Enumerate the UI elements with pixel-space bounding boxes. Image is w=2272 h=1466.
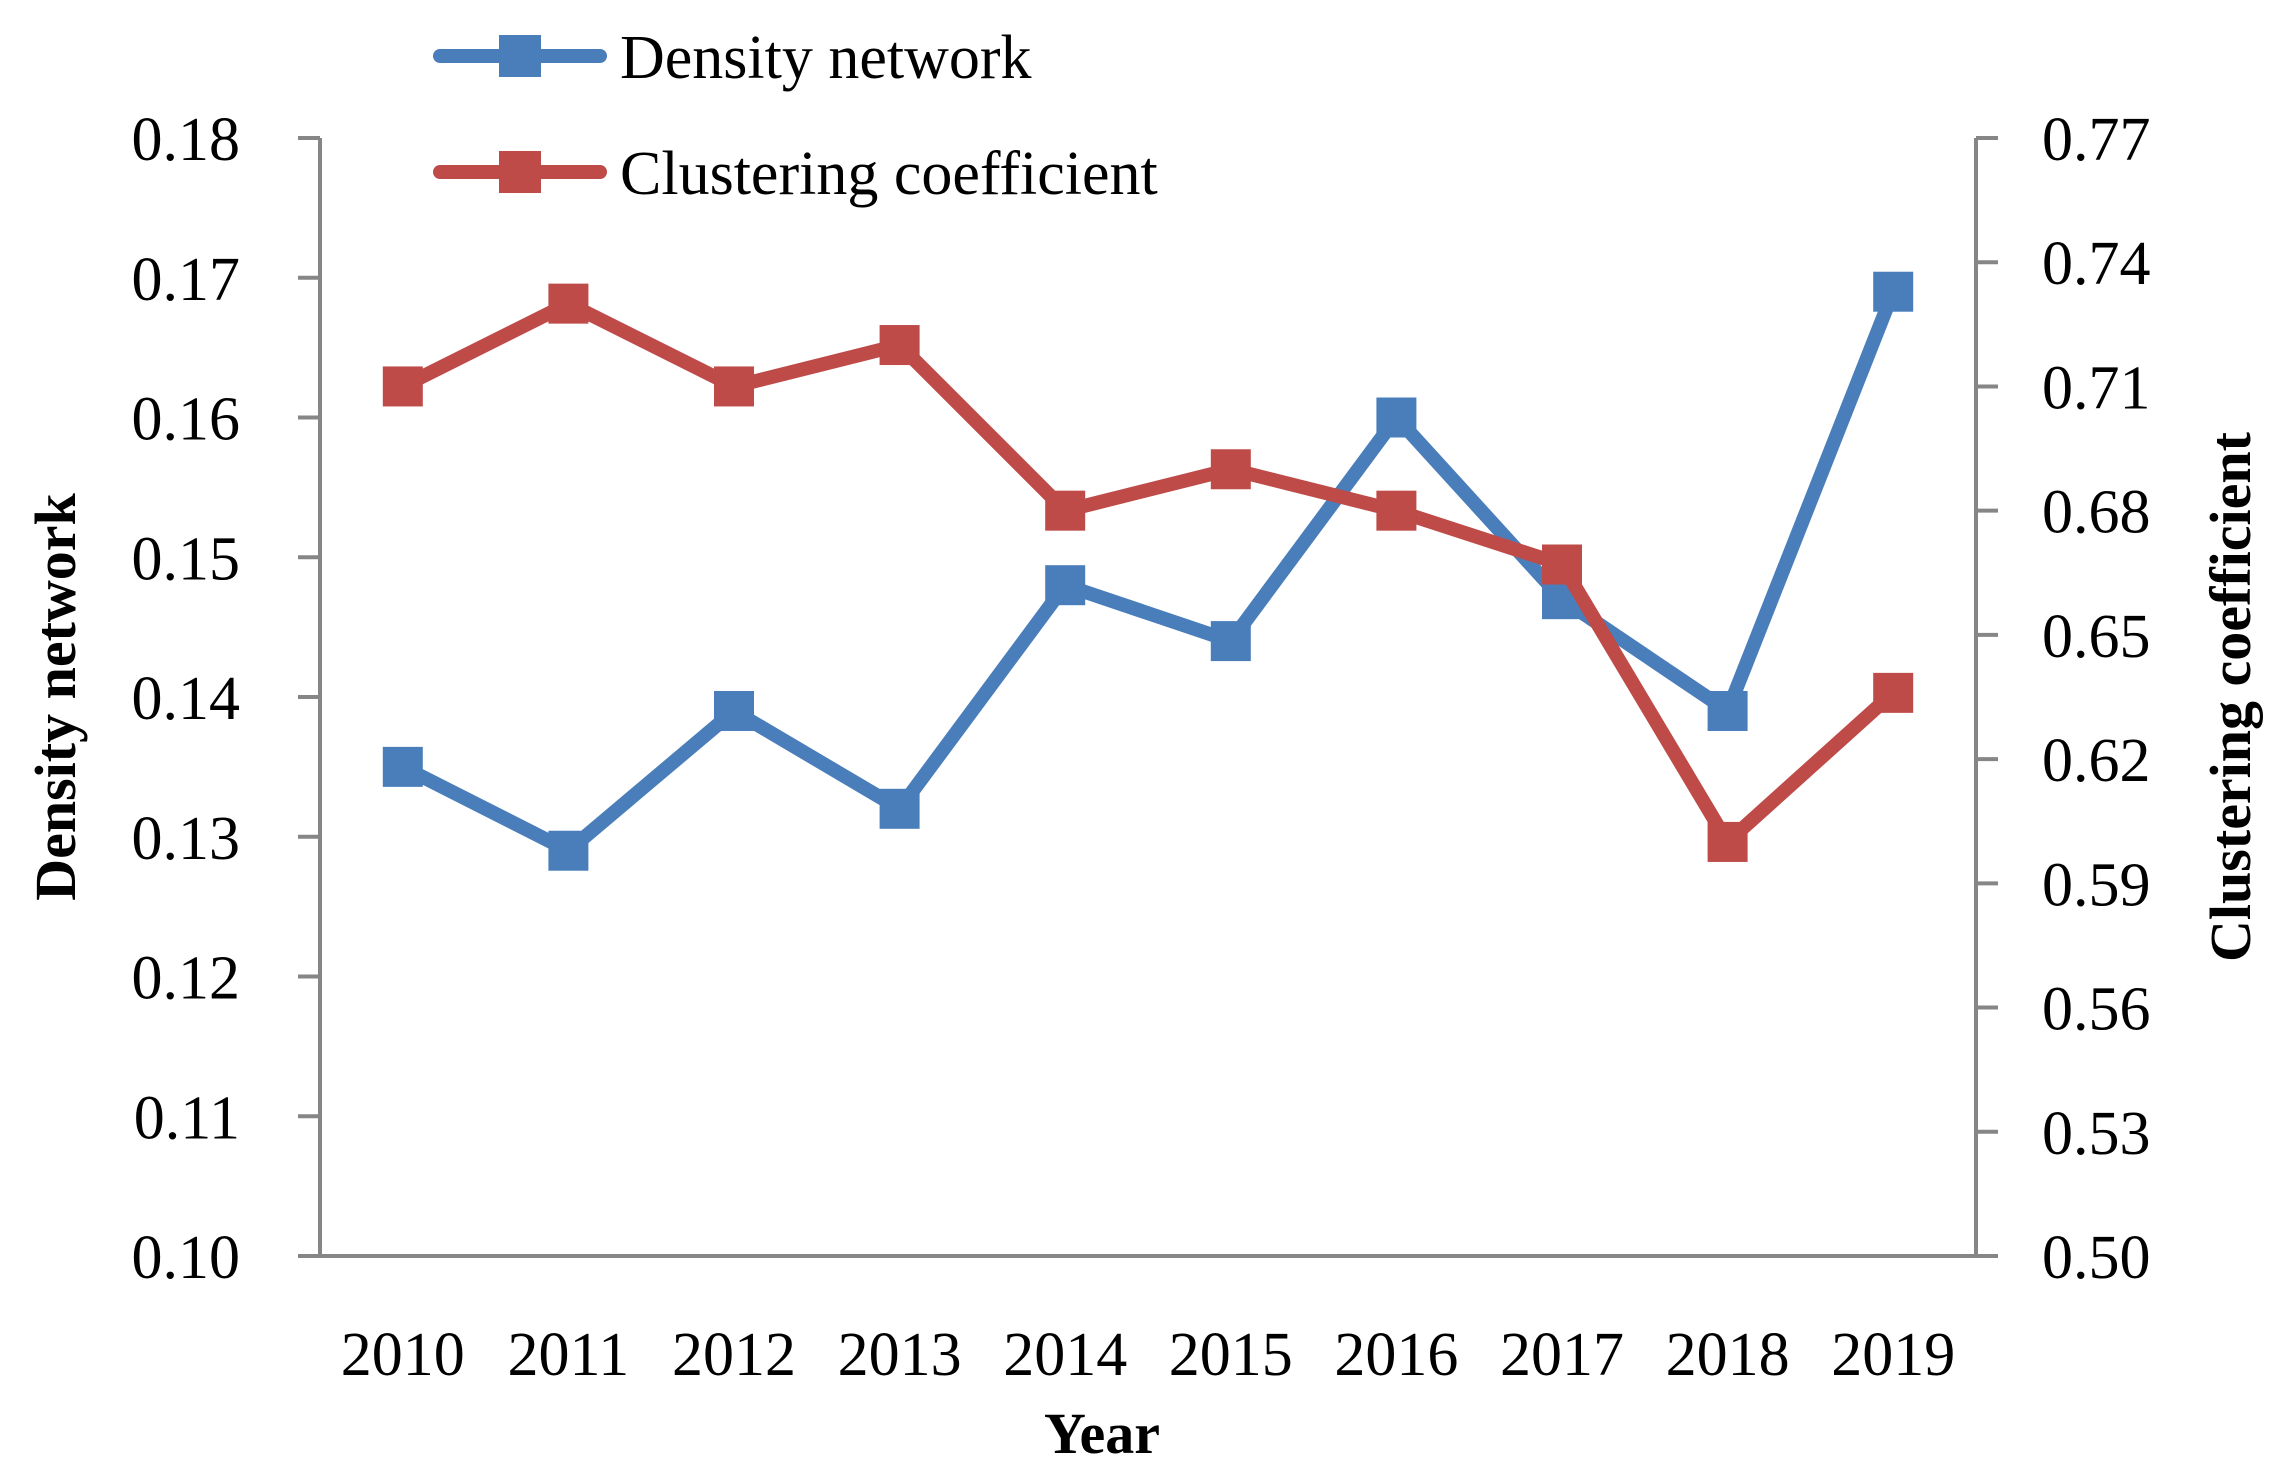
data-point-marker [1873,672,1914,713]
data-point-marker [1707,690,1748,731]
legend-swatch-marker-clustering [499,151,541,193]
x-tick-label: 2018 [1666,1321,1790,1389]
left-y-tick-label: 0.12 [132,945,241,1013]
x-tick-label: 2016 [1334,1321,1458,1389]
x-tick-label: 2013 [838,1321,962,1389]
right-y-tick-label: 0.59 [2042,851,2151,919]
data-point-marker [714,690,754,731]
right-y-axis-title: Clustering coefficient [2198,431,2263,962]
right-y-tick-label: 0.68 [2042,479,2151,547]
legend: Density network Clustering coefficient [433,24,1158,208]
data-point-marker [382,746,423,787]
data-point-marker [382,366,423,407]
legend-label-density: Density network [620,24,1032,92]
series-clustering-coefficient [382,283,1914,862]
left-y-tick-label: 0.18 [132,106,241,174]
data-point-marker [714,366,754,407]
right-y-tick-label: 0.74 [2042,230,2151,298]
right-y-tick-label: 0.62 [2042,727,2151,795]
right-y-tick-label: 0.77 [2042,106,2151,174]
series-density-network [382,271,1914,871]
x-tick-label: 2019 [1831,1321,1955,1389]
data-point-marker [548,830,589,871]
left-y-ticks: 0.10 0.11 0.12 0.13 0.14 0.15 0.16 0.17 0.18 [132,106,320,1292]
series-line [395,284,1901,858]
data-point-marker [879,788,920,829]
left-y-tick-label: 0.10 [132,1224,241,1292]
legend-swatch-marker-density [499,35,541,77]
right-y-tick-label: 0.56 [2042,976,2151,1044]
data-point-marker [1707,821,1748,862]
left-y-tick-label: 0.14 [132,665,241,733]
x-tick-label: 2015 [1169,1321,1293,1389]
legend-item-density: Density network [433,24,1032,92]
x-axis-title: Year [1044,1401,1160,1466]
data-point-marker [1045,565,1086,606]
data-point-marker [1210,621,1251,662]
left-y-tick-label: 0.17 [132,246,241,314]
x-tick-label: 2014 [1003,1321,1127,1389]
data-point-marker [1376,397,1417,438]
left-y-tick-label: 0.13 [132,805,241,873]
x-tick-label: 2011 [508,1321,630,1389]
right-y-ticks: 0.50 0.53 0.56 0.59 0.62 0.65 0.68 0.71 0.74 0.77 [1976,106,2151,1292]
left-y-axis-title: Density network [23,492,88,900]
left-y-tick-label: 0.16 [132,386,241,454]
series-line [395,296,1901,849]
left-y-tick-label: 0.15 [132,525,241,593]
legend-item-clustering: Clustering coefficient [433,140,1158,208]
right-y-tick-label: 0.71 [2042,354,2151,422]
x-tick-label: 2010 [341,1321,465,1389]
data-point-marker [1045,490,1086,531]
legend-label-clustering: Clustering coefficient [620,140,1158,208]
data-point-marker [548,283,589,324]
data-point-marker [1210,449,1251,490]
data-point-marker [1542,544,1582,585]
x-tick-label: 2012 [672,1321,796,1389]
right-y-tick-label: 0.53 [2042,1100,2151,1168]
data-point-marker [879,325,920,366]
x-ticks: 2010 2011 2012 2013 2014 2015 2016 2017 2018 2019 [341,1321,1955,1389]
data-point-marker [1873,271,1914,312]
right-y-tick-label: 0.50 [2042,1224,2151,1292]
data-point-marker [1376,490,1417,531]
left-y-tick-label: 0.11 [134,1084,240,1152]
series-group [382,271,1914,871]
right-y-tick-label: 0.65 [2042,603,2151,671]
x-tick-label: 2017 [1500,1321,1624,1389]
